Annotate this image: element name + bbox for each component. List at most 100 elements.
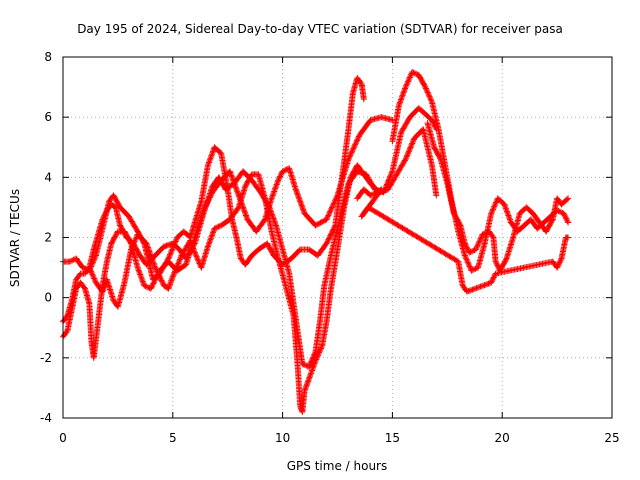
data-point-marker — [126, 214, 133, 221]
data-point-marker — [403, 81, 410, 88]
data-point-marker — [136, 270, 143, 277]
data-point-marker — [345, 156, 352, 163]
data-point-marker — [90, 274, 97, 281]
data-point-marker — [269, 192, 276, 199]
data-point-marker — [389, 117, 396, 124]
data-point-marker — [327, 231, 334, 238]
data-point-marker — [507, 218, 514, 225]
data-point-marker — [429, 118, 436, 125]
data-point-marker — [154, 268, 161, 275]
data-point-marker — [503, 208, 510, 215]
data-point-marker — [400, 125, 407, 132]
data-point-marker — [306, 374, 313, 381]
data-point-marker — [332, 196, 339, 203]
data-point-marker — [554, 264, 561, 271]
data-point-marker — [180, 248, 187, 255]
data-point-marker — [401, 122, 408, 129]
data-point-marker — [477, 235, 484, 242]
data-point-marker — [207, 153, 214, 160]
data-point-marker — [481, 282, 488, 289]
data-point-marker — [474, 242, 481, 249]
data-point-marker — [273, 182, 280, 189]
y-tick-label: 2 — [44, 231, 52, 245]
data-point-marker — [346, 153, 353, 160]
data-point-marker — [387, 173, 394, 180]
data-point-marker — [482, 281, 489, 288]
data-point-marker — [151, 277, 158, 284]
data-point-marker — [182, 245, 189, 252]
data-point-marker — [505, 212, 512, 219]
series-trace-d — [86, 126, 440, 415]
data-point-marker — [270, 191, 277, 198]
data-point-marker — [167, 250, 174, 257]
data-point-marker — [308, 368, 315, 375]
data-point-marker — [169, 246, 176, 253]
data-point-marker — [466, 263, 473, 270]
data-point-marker — [261, 217, 268, 224]
data-point-marker — [234, 205, 241, 212]
data-point-marker — [279, 168, 286, 175]
data-point-marker — [207, 155, 214, 162]
data-point-marker — [401, 86, 408, 93]
data-point-marker — [308, 357, 315, 364]
data-point-marker — [396, 100, 403, 107]
data-point-marker — [135, 265, 142, 272]
data-point-marker — [152, 276, 159, 283]
data-point-marker — [472, 246, 479, 253]
data-point-marker — [461, 240, 468, 247]
data-point-marker — [352, 141, 359, 148]
data-point-marker — [468, 287, 475, 294]
data-point-marker — [349, 148, 356, 155]
data-point-marker — [180, 250, 187, 257]
data-point-marker — [394, 170, 401, 177]
data-point-marker — [133, 225, 140, 232]
data-point-marker — [505, 213, 512, 220]
data-point-marker — [131, 238, 138, 245]
data-point-marker — [477, 283, 484, 290]
data-point-marker — [389, 178, 396, 185]
data-point-marker — [388, 170, 395, 177]
data-point-marker — [176, 257, 183, 264]
data-point-marker — [91, 276, 98, 283]
data-point-marker — [156, 273, 163, 280]
data-point-marker — [399, 93, 406, 100]
data-point-marker — [316, 349, 323, 356]
data-point-marker — [268, 195, 275, 202]
data-point-marker — [502, 256, 509, 263]
data-points — [60, 69, 572, 415]
data-point-marker — [328, 205, 335, 212]
chart-title: Day 195 of 2024, Sidereal Day-to-day VTE… — [77, 22, 563, 36]
data-point-marker — [400, 91, 407, 98]
data-point-marker — [403, 154, 410, 161]
data-point-marker — [409, 69, 416, 76]
data-point-marker — [208, 152, 215, 159]
data-point-marker — [206, 195, 213, 202]
data-point-marker — [388, 169, 395, 176]
data-point-marker — [79, 264, 86, 271]
data-point-marker — [554, 263, 561, 270]
data-point-marker — [129, 243, 136, 250]
data-point-marker — [408, 141, 415, 148]
data-point-marker — [479, 231, 486, 238]
data-point-marker — [181, 247, 188, 254]
data-point-marker — [205, 159, 212, 166]
data-point-marker — [307, 359, 314, 366]
data-point-marker — [329, 203, 336, 210]
data-point-marker — [464, 288, 471, 295]
data-point-marker — [387, 181, 394, 188]
data-point-marker — [424, 88, 431, 95]
data-point-marker — [159, 278, 166, 285]
data-point-marker — [167, 251, 174, 258]
data-point-marker — [329, 204, 336, 211]
data-point-marker — [472, 285, 479, 292]
data-point-marker — [63, 328, 70, 335]
data-point-marker — [312, 359, 319, 366]
data-point-marker — [355, 134, 362, 141]
data-point-marker — [478, 234, 485, 241]
data-point-marker — [390, 176, 397, 183]
data-point-marker — [426, 93, 433, 100]
data-point-marker — [314, 353, 321, 360]
data-point-marker — [467, 248, 474, 255]
data-point-marker — [143, 283, 150, 290]
data-point-marker — [174, 261, 181, 268]
